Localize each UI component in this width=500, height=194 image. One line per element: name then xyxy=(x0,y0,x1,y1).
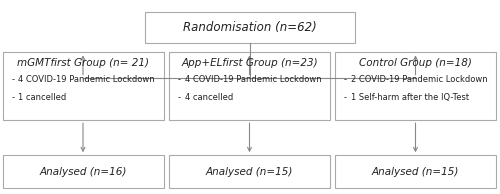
Bar xyxy=(145,12,355,43)
Text: Analysed (n=15): Analysed (n=15) xyxy=(372,167,459,177)
Text: -: - xyxy=(178,75,181,84)
Text: Randomisation (n=62): Randomisation (n=62) xyxy=(183,21,317,34)
Text: -: - xyxy=(12,75,14,84)
Text: 4 COVID-19 Pandemic Lockdown: 4 COVID-19 Pandemic Lockdown xyxy=(18,75,155,84)
Text: Analysed (n=16): Analysed (n=16) xyxy=(40,167,126,177)
Text: App+ELfirst Group (n=23): App+ELfirst Group (n=23) xyxy=(181,58,318,68)
Text: 1 cancelled: 1 cancelled xyxy=(18,94,67,102)
Bar xyxy=(169,155,330,188)
Text: -: - xyxy=(344,75,347,84)
Bar xyxy=(335,155,496,188)
Text: 4 cancelled: 4 cancelled xyxy=(185,94,233,102)
Text: 2 COVID-19 Pandemic Lockdown: 2 COVID-19 Pandemic Lockdown xyxy=(351,75,488,84)
Bar xyxy=(2,52,164,120)
Text: Control Group (n=18): Control Group (n=18) xyxy=(359,58,472,68)
Bar xyxy=(335,52,496,120)
Text: 1 Self-harm after the IQ-Test: 1 Self-harm after the IQ-Test xyxy=(351,94,469,102)
Bar xyxy=(169,52,330,120)
Text: 4 COVID-19 Pandemic Lockdown: 4 COVID-19 Pandemic Lockdown xyxy=(185,75,322,84)
Text: Analysed (n=15): Analysed (n=15) xyxy=(206,167,293,177)
Text: -: - xyxy=(12,94,14,102)
Text: -: - xyxy=(344,94,347,102)
Text: -: - xyxy=(178,94,181,102)
Text: mGMTfirst Group (n= 21): mGMTfirst Group (n= 21) xyxy=(17,58,149,68)
Bar xyxy=(2,155,164,188)
